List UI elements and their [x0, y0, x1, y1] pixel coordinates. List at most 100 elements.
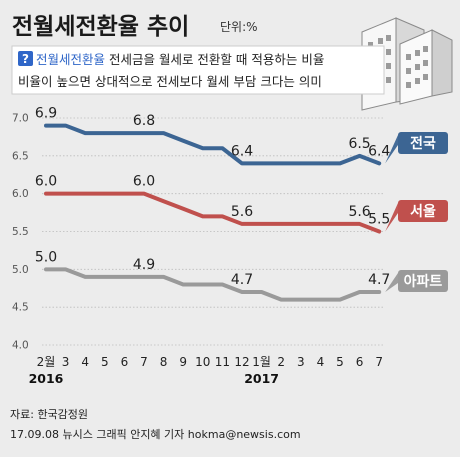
data-label: 6.9: [35, 106, 57, 122]
data-point: [201, 146, 205, 150]
data-point: [338, 161, 342, 165]
y-tick-label: 6.0: [12, 188, 29, 200]
data-point: [338, 298, 342, 302]
x-tick-label: 4: [81, 355, 89, 369]
x-tick-label: 5: [336, 355, 344, 369]
x-tick-label: 5: [101, 355, 109, 369]
data-point: [299, 222, 303, 226]
x-tick-label: 7: [375, 355, 383, 369]
data-label: 5.6: [231, 204, 253, 220]
legend-label: 전국: [410, 135, 436, 152]
y-tick-label: 5.5: [12, 226, 29, 238]
y-tick-label: 7.0: [12, 113, 29, 125]
data-point: [64, 192, 68, 196]
data-point: [44, 124, 48, 128]
x-tick-label: 2월: [37, 355, 56, 369]
data-label: 5.5: [368, 212, 390, 228]
legend-tag-national: [398, 132, 448, 154]
data-point: [122, 131, 126, 135]
data-point: [279, 161, 283, 165]
x-tick-label: 11: [215, 355, 230, 369]
data-point: [181, 207, 185, 211]
legend-pointer: [385, 135, 398, 164]
data-point: [318, 298, 322, 302]
description-line-2: 비율이 높으면 상대적으로 전세보다 월세 부담 크다는 의미: [18, 74, 322, 89]
data-point: [318, 222, 322, 226]
data-point: [83, 131, 87, 135]
x-tick-label: 10: [195, 355, 210, 369]
x-tick-label: 4: [317, 355, 325, 369]
data-label: 6.0: [35, 174, 57, 190]
data-point: [64, 124, 68, 128]
data-point: [299, 298, 303, 302]
data-point: [162, 199, 166, 203]
x-tick-label: 3: [62, 355, 70, 369]
data-label: 4.9: [133, 257, 155, 273]
x-tick-label: 2: [277, 355, 285, 369]
data-point: [142, 131, 146, 135]
data-label: 6.8: [133, 113, 155, 129]
data-point: [122, 192, 126, 196]
data-point: [83, 275, 87, 279]
x-tick-label: 6: [121, 355, 129, 369]
series-line-apartment: [44, 267, 382, 302]
credit-label: 17.09.08 뉴시스 그래픽 안지혜 기자 hokma@newsis.com: [10, 428, 301, 441]
data-label: 4.7: [368, 272, 390, 288]
data-point: [299, 161, 303, 165]
data-point: [260, 290, 264, 294]
data-point: [358, 290, 362, 294]
legend-tag-seoul: [398, 200, 448, 222]
x-tick-label: 12: [234, 355, 249, 369]
data-label: 6.0: [133, 174, 155, 190]
data-point: [103, 275, 107, 279]
legend-pointer: [385, 203, 398, 232]
data-point: [220, 146, 224, 150]
legend-pointer: [385, 273, 398, 293]
y-tick-label: 4.5: [12, 302, 29, 314]
data-point: [260, 222, 264, 226]
data-point: [201, 214, 205, 218]
page-title: 전월세전환율 추이: [12, 14, 189, 40]
data-point: [240, 161, 244, 165]
data-point: [201, 282, 205, 286]
x-tick-label: 1월: [252, 355, 271, 369]
unit-label: 단위:%: [220, 20, 258, 34]
data-label: 4.7: [231, 272, 253, 288]
x-tick-label: 9: [179, 355, 187, 369]
data-point: [181, 282, 185, 286]
data-point: [279, 222, 283, 226]
data-point: [220, 214, 224, 218]
source-label: 자료: 한국감정원: [10, 408, 88, 421]
data-point: [83, 192, 87, 196]
data-point: [279, 298, 283, 302]
question-badge: ?: [22, 52, 29, 66]
data-point: [377, 290, 381, 294]
x-tick-label: 7: [140, 355, 148, 369]
data-point: [103, 192, 107, 196]
data-point: [377, 161, 381, 165]
description-line-1: 전월세전환율 전세금을 월세로 전환할 때 적용하는 비율: [36, 52, 324, 67]
description-term: 전월세전환율: [36, 52, 105, 67]
data-point: [122, 275, 126, 279]
series-line-national: [44, 123, 382, 166]
data-label: 5.6: [348, 204, 370, 220]
x-tick-label: 6: [356, 355, 364, 369]
data-point: [358, 154, 362, 158]
x-tick-label: 3: [297, 355, 305, 369]
y-tick-label: 4.0: [12, 340, 29, 352]
plot-area: 7.06.56.05.55.04.54.02월 3 4 5 6 7 8 9 10 11 12 1월 2 3…: [12, 106, 448, 386]
question-icon: [18, 51, 33, 66]
data-point: [240, 290, 244, 294]
series-line-seoul: [44, 191, 382, 234]
data-point: [260, 161, 264, 165]
data-point: [220, 282, 224, 286]
x-tick-label: 8: [160, 355, 168, 369]
legend-label: 서울: [410, 203, 436, 220]
data-label: 6.4: [368, 143, 390, 159]
description-line-1-rest: 전세금을 월세로 전환할 때 적용하는 비율: [105, 52, 324, 67]
data-point: [318, 161, 322, 165]
data-label: 5.0: [35, 249, 57, 265]
data-point: [162, 131, 166, 135]
data-point: [240, 222, 244, 226]
